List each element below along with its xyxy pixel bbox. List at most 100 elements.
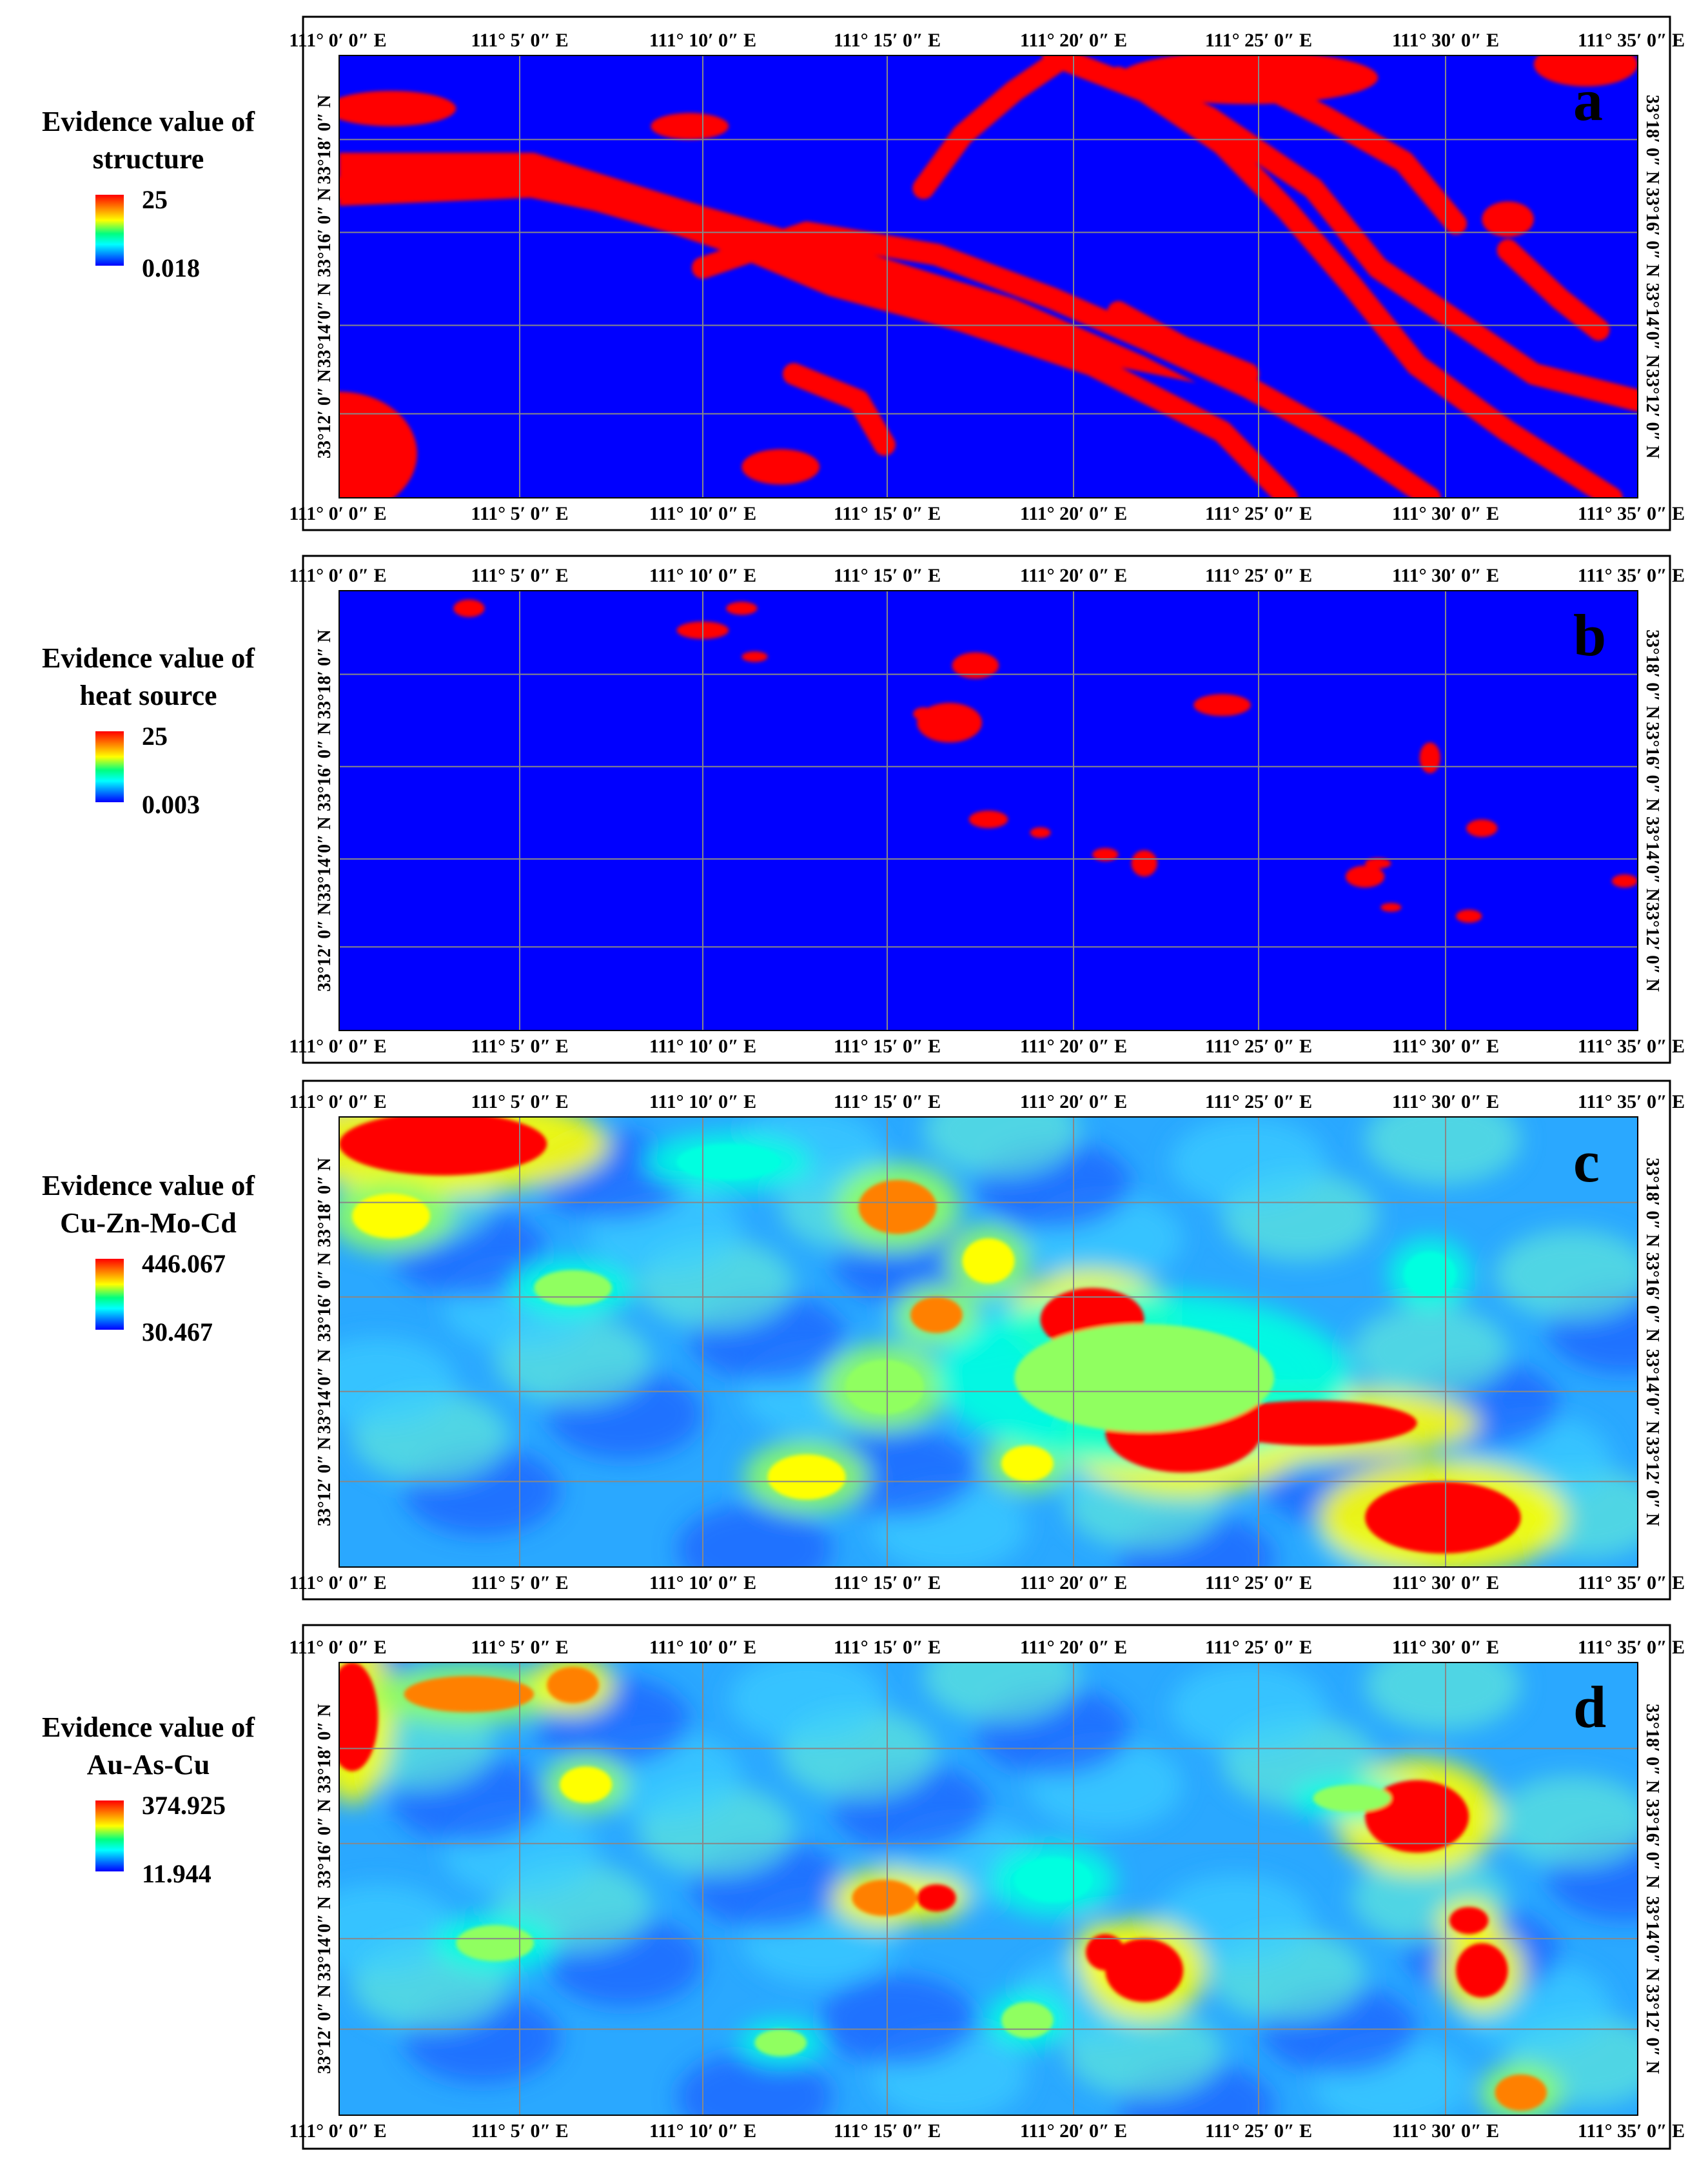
anomaly-core bbox=[1001, 1445, 1054, 1482]
latitude-label: 33°12′ 0″ N bbox=[1642, 369, 1662, 459]
legend-title: heat source bbox=[79, 680, 217, 711]
structure-zone bbox=[1497, 239, 1610, 341]
legend-min-value: 11.944 bbox=[142, 1859, 211, 1888]
legend-title: structure bbox=[92, 143, 204, 175]
longitude-label: 111° 20′ 0″ E bbox=[1020, 30, 1127, 51]
anomaly-core bbox=[1365, 1481, 1521, 1554]
longitude-label: 111° 30′ 0″ E bbox=[1392, 503, 1499, 524]
anomaly-core bbox=[1014, 1857, 1093, 1903]
legend-max-value: 25 bbox=[142, 722, 168, 751]
longitude-label: 111° 10′ 0″ E bbox=[649, 2120, 756, 2142]
anomaly-core bbox=[1365, 1780, 1469, 1853]
map-border bbox=[339, 1116, 1638, 1568]
latitude-label: 33°16′ 0″ N bbox=[315, 188, 335, 277]
anomaly-core bbox=[1456, 1943, 1508, 1998]
longitude-label: 111° 0′ 0″ E bbox=[289, 2120, 386, 2142]
longitude-label: 111° 20′ 0″ E bbox=[1020, 1637, 1127, 1658]
latitude-label: 33°18′ 0″ N bbox=[315, 1704, 335, 1793]
structure-zone bbox=[782, 362, 896, 456]
longitude-label: 111° 15′ 0″ E bbox=[834, 2120, 941, 2142]
anomaly-core bbox=[547, 1667, 599, 1704]
heat-source-zone bbox=[1419, 742, 1440, 774]
anomaly-core bbox=[560, 1766, 612, 1803]
legend-min-value: 0.018 bbox=[142, 253, 200, 282]
longitude-label: 111° 0′ 0″ E bbox=[289, 1637, 386, 1658]
legend-structure: Evidence value of structure 25 0.018 bbox=[13, 103, 284, 282]
latitude-label: 33°16′ 0″ N bbox=[315, 1252, 335, 1342]
latitude-label: 33°14′0″ N bbox=[1642, 1896, 1662, 1981]
legend-min-value: 0.003 bbox=[142, 790, 200, 819]
longitude-label: 111° 35′ 0″ E bbox=[1578, 1637, 1685, 1658]
map-raster bbox=[339, 55, 1638, 498]
longitude-label: 111° 20′ 0″ E bbox=[1020, 503, 1127, 524]
panel-letter: c bbox=[1573, 1129, 1600, 1194]
longitude-label: 111° 30′ 0″ E bbox=[1392, 1637, 1499, 1658]
longitude-label: 111° 30′ 0″ E bbox=[1392, 30, 1499, 51]
longitude-label: 111° 5′ 0″ E bbox=[471, 1637, 568, 1658]
structure-zone bbox=[912, 55, 1077, 199]
heat-source-zone bbox=[1030, 827, 1051, 838]
longitude-label: 111° 5′ 0″ E bbox=[471, 1572, 568, 1593]
latitude-label: 33°14′0″ N bbox=[315, 1896, 335, 1981]
color-ramp bbox=[95, 1800, 124, 1871]
latitude-label: 33°18′ 0″ N bbox=[1642, 95, 1662, 184]
panel-letter: a bbox=[1573, 67, 1603, 133]
structure-zone bbox=[691, 221, 1441, 498]
anomaly-core bbox=[845, 1359, 924, 1414]
longitude-label: 111° 0′ 0″ E bbox=[289, 1036, 386, 1057]
graticule bbox=[339, 591, 1638, 1031]
latitude-label: 33°18′ 0″ N bbox=[1642, 629, 1662, 719]
longitude-label: 111° 10′ 0″ E bbox=[649, 565, 756, 586]
map-panel-b: 111° 0′ 0″ E 111° 0′ 0″ E 111° 5′ 0″ E 111°… bbox=[289, 555, 1685, 1064]
longitude-label: 111° 15′ 0″ E bbox=[834, 1637, 941, 1658]
anomaly-core bbox=[910, 1297, 963, 1334]
latitude-label: 33°18′ 0″ N bbox=[315, 1158, 335, 1247]
longitude-label: 111° 15′ 0″ E bbox=[834, 1036, 941, 1057]
longitude-label: 111° 5′ 0″ E bbox=[471, 565, 568, 586]
latitude-label: 33°12′ 0″ N bbox=[1642, 1984, 1662, 2074]
longitude-label: 111° 35′ 0″ E bbox=[1578, 1091, 1685, 1112]
longitude-label: 111° 25′ 0″ E bbox=[1205, 565, 1312, 586]
latitude-label: 33°16′ 0″ N bbox=[1642, 188, 1662, 277]
legend-max-value: 446.067 bbox=[142, 1249, 226, 1278]
map-border bbox=[339, 590, 1638, 1031]
anomaly-core bbox=[404, 1676, 535, 1713]
latitude-label: 33°14′0″ N bbox=[1642, 283, 1662, 368]
heat-source-zone bbox=[1365, 858, 1391, 869]
anomaly-core bbox=[1105, 1938, 1184, 2002]
longitude-label: 111° 0′ 0″ E bbox=[289, 1572, 386, 1593]
heat-source-zone bbox=[726, 602, 758, 615]
color-ramp bbox=[95, 195, 124, 266]
latitude-label: 33°14′0″ N bbox=[315, 816, 335, 902]
longitude-label: 111° 30′ 0″ E bbox=[1392, 1091, 1499, 1112]
anomaly-core bbox=[917, 1884, 956, 1912]
longitude-label: 111° 30′ 0″ E bbox=[1392, 1036, 1499, 1057]
longitude-label: 111° 0′ 0″ E bbox=[289, 1091, 386, 1112]
map-panel-c: 111° 0′ 0″ E 111° 0′ 0″ E 111° 5′ 0″ E 111°… bbox=[289, 1080, 1685, 1601]
legend-title: Evidence value of bbox=[42, 106, 255, 137]
longitude-label: 111° 25′ 0″ E bbox=[1205, 30, 1312, 51]
anomaly-core bbox=[1014, 1324, 1275, 1432]
anomaly-core bbox=[1001, 2002, 1054, 2038]
legend-heat-source: Evidence value of heat source 25 0.003 bbox=[13, 640, 284, 819]
longitude-label: 111° 15′ 0″ E bbox=[834, 1572, 941, 1593]
longitude-label: 111° 5′ 0″ E bbox=[471, 1036, 568, 1057]
longitude-label: 111° 5′ 0″ E bbox=[471, 2120, 568, 2142]
anomaly-core bbox=[1086, 1934, 1125, 1971]
latitude-label: 33°12′ 0″ N bbox=[315, 1984, 335, 2074]
anomaly-core bbox=[858, 1179, 937, 1234]
longitude-label: 111° 25′ 0″ E bbox=[1205, 1572, 1312, 1593]
anomaly-core bbox=[676, 1143, 781, 1180]
structure-zone bbox=[339, 391, 417, 498]
structure-zone bbox=[339, 90, 456, 126]
anomaly-core bbox=[1495, 2074, 1547, 2111]
anomaly-core bbox=[339, 1662, 378, 1771]
anomaly-core bbox=[852, 1879, 918, 1917]
longitude-label: 111° 20′ 0″ E bbox=[1020, 1036, 1127, 1057]
panel-letter: b bbox=[1573, 602, 1606, 668]
latitude-label: 33°12′ 0″ N bbox=[315, 1437, 335, 1526]
longitude-label: 111° 35′ 0″ E bbox=[1578, 30, 1685, 51]
longitude-label: 111° 25′ 0″ E bbox=[1205, 1637, 1312, 1658]
color-ramp bbox=[95, 731, 124, 802]
